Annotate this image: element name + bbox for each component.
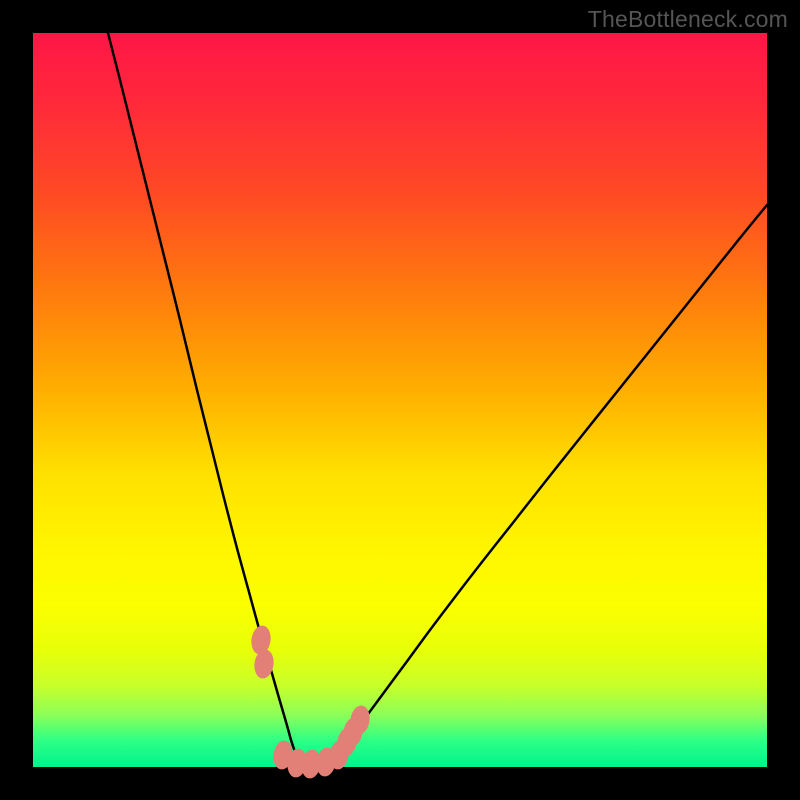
watermark-label: TheBottleneck.com [588,6,788,33]
bottleneck-chart [0,0,800,800]
chart-container: TheBottleneck.com [0,0,800,800]
chart-plot-area [33,33,767,767]
